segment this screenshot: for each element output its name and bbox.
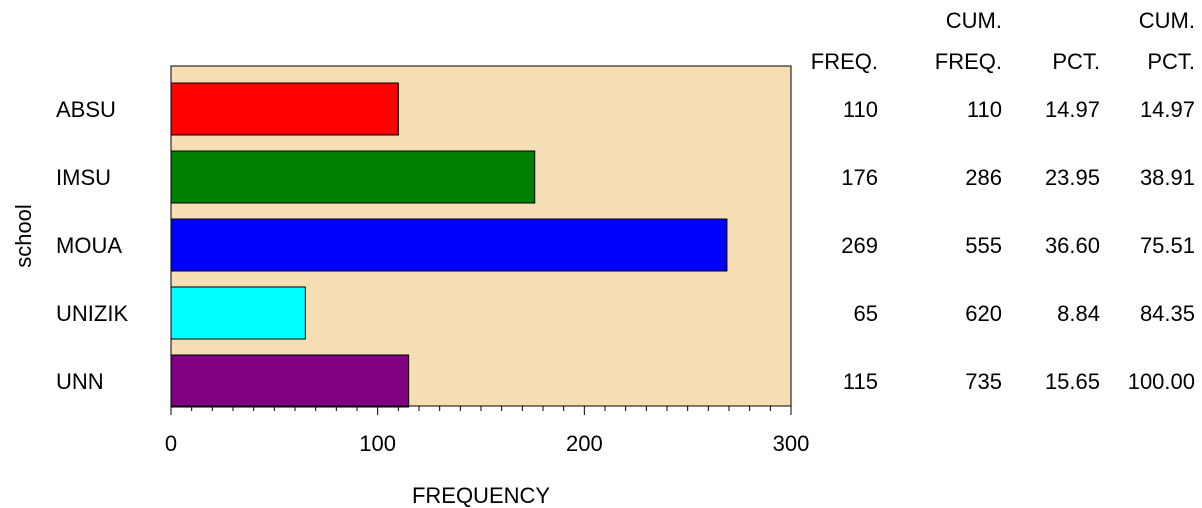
x-tick-label: 300 xyxy=(773,431,810,456)
bar-imsu xyxy=(170,150,536,204)
table-cell: 36.60 xyxy=(1045,233,1100,258)
x-tick-label: 100 xyxy=(359,431,396,456)
table-cell: 176 xyxy=(841,165,878,190)
table-cell: 15.65 xyxy=(1045,369,1100,394)
category-label: ABSU xyxy=(56,97,116,122)
table-cell: 269 xyxy=(841,233,878,258)
table-cell: 555 xyxy=(965,233,1002,258)
category-label: MOUA xyxy=(56,233,122,258)
table-cell: 84.35 xyxy=(1140,301,1195,326)
category-label: UNN xyxy=(56,369,104,394)
x-axis-label: FREQUENCY xyxy=(412,483,550,508)
table-cell: 115 xyxy=(843,369,878,394)
table-cell: 110 xyxy=(967,97,1002,122)
table-cell: 286 xyxy=(965,165,1002,190)
table-cell: 110 xyxy=(843,97,878,122)
table-header: FREQ. xyxy=(811,49,878,74)
x-tick-label: 0 xyxy=(165,431,177,456)
table-cell: 38.91 xyxy=(1140,165,1195,190)
table-cell: 65 xyxy=(854,301,878,326)
table-cell: 14.97 xyxy=(1140,97,1195,122)
bar-unn xyxy=(170,354,410,408)
table-cell: 23.95 xyxy=(1045,165,1100,190)
table-cell: 620 xyxy=(965,301,1002,326)
category-label: IMSU xyxy=(56,165,111,190)
table-cell: 14.97 xyxy=(1045,97,1100,122)
x-tick-label: 200 xyxy=(566,431,603,456)
table-header: PCT. xyxy=(1147,49,1195,74)
bar-moua xyxy=(170,218,728,272)
table-header: FREQ. xyxy=(935,49,1002,74)
table-header: PCT. xyxy=(1052,49,1100,74)
bar-absu xyxy=(170,82,399,136)
table-header-line1: CUM. xyxy=(1139,8,1195,33)
table-header-line1: CUM. xyxy=(946,8,1002,33)
bar-unizik xyxy=(170,286,306,340)
table-cell: 75.51 xyxy=(1140,233,1195,258)
category-label: UNIZIK xyxy=(56,301,128,326)
table-cell: 735 xyxy=(965,369,1002,394)
table-cell: 8.84 xyxy=(1057,301,1100,326)
table-cell: 100.00 xyxy=(1128,369,1195,394)
y-axis-label: school xyxy=(11,204,36,268)
